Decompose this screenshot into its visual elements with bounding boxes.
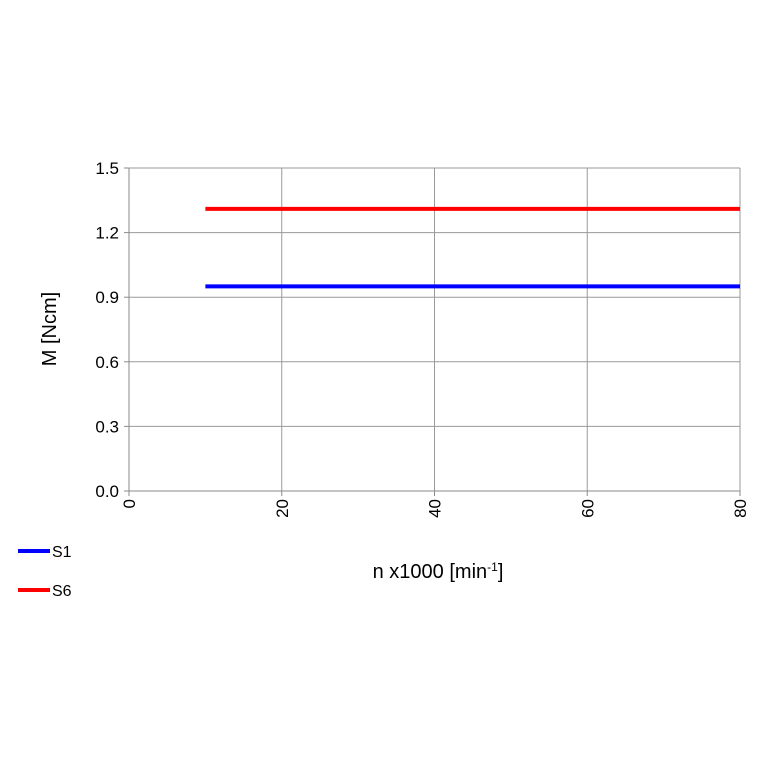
x-tick-label: 0 [120, 499, 139, 508]
x-tick-label: 60 [578, 499, 597, 518]
x-axis-label-sup: -1 [487, 560, 498, 574]
x-axis-label-main: n x1000 [min [373, 561, 488, 583]
legend-label-s1: S1 [52, 544, 72, 561]
grid [128, 167, 741, 492]
y-axis-label: M [Ncm] [39, 292, 61, 366]
legend-label-s6: S6 [52, 583, 72, 600]
series-lines [205, 206, 740, 289]
axes [124, 167, 741, 496]
y-tick-label: 0.9 [95, 288, 119, 307]
tick-labels: 0.0 0.3 0.6 0.9 1.2 1.5 0 20 40 60 80 [95, 159, 750, 518]
x-tick-label: 20 [273, 499, 292, 518]
x-tick-label: 40 [426, 499, 445, 518]
x-tick-label: 80 [731, 499, 750, 518]
legend: S1 S6 [18, 544, 72, 600]
y-tick-label: 0.3 [95, 417, 119, 436]
y-tick-label: 0.6 [95, 353, 119, 372]
x-axis-label: n x1000 [min-1] [373, 560, 504, 583]
y-tick-label: 1.2 [95, 224, 119, 243]
y-tick-label: 1.5 [95, 159, 119, 178]
x-axis-label-suffix: ] [498, 561, 504, 583]
y-tick-label: 0.0 [95, 482, 119, 501]
